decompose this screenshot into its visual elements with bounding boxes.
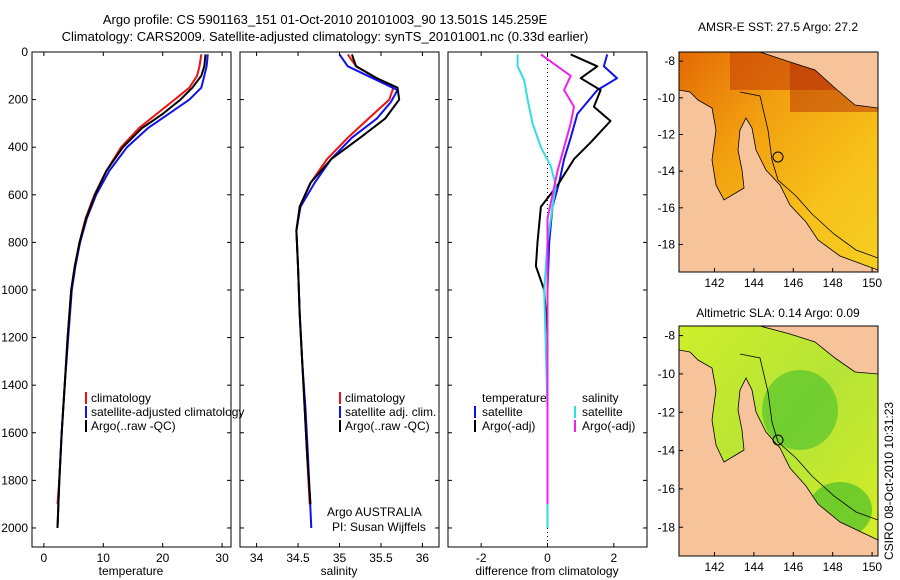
- map-y-tick-label: -8: [664, 54, 675, 68]
- sst-map-title: AMSR-E SST: 27.5 Argo: 27.2: [698, 20, 858, 34]
- sla-map: [679, 326, 878, 556]
- map-y-tick-label: -14: [658, 444, 676, 458]
- temperature-panel-frame: [31, 51, 232, 548]
- temperature-legend: climatology satellite-adjusted climatolo…: [85, 391, 244, 433]
- float-pi-label: PI: Susan Wijffels: [332, 520, 426, 534]
- figure-title-line1: Argo profile: CS 5901163_151 01-Oct-2010…: [102, 12, 548, 27]
- x-tick-label: 35.5: [369, 551, 393, 565]
- legend-label-temp-satellite: satellite: [482, 405, 523, 419]
- salinity-plot: 34 34.5 35 35.5 36: [240, 51, 439, 565]
- sla-contour: [739, 353, 878, 521]
- depth-tick-label: 0: [21, 45, 28, 59]
- map-x-tick-label: 146: [783, 560, 803, 574]
- map-y-tick-label: -18: [658, 520, 676, 534]
- x-tick-label: 34.5: [286, 551, 310, 565]
- map-y-tick-label: -10: [658, 367, 676, 381]
- sla-north-land: [759, 326, 878, 375]
- depth-tick-label: 400: [8, 140, 28, 154]
- series-line-argo-raw-qc-: [295, 54, 401, 505]
- map-x-tick-label: 150: [862, 560, 882, 574]
- map-x-tick-label: 148: [823, 560, 843, 574]
- map-y-tick-label: -16: [658, 201, 676, 215]
- legend-label-argo: Argo(..raw -QC): [345, 419, 430, 433]
- map-y-tick-label: -8: [664, 329, 675, 343]
- map-x-tick-label: 144: [744, 560, 764, 574]
- salinity-legend: climatology satellite adj. clim. Argo(..…: [327, 391, 436, 534]
- x-tick-label: 35: [333, 551, 347, 565]
- map-y-tick-label: -12: [658, 128, 676, 142]
- sst-landmass: [679, 89, 878, 272]
- map-x-tick-label: 148: [823, 276, 843, 290]
- sst-map-frame: [678, 51, 879, 273]
- depth-tick-label: 1800: [1, 473, 28, 487]
- sst-map-axes: 142 144 146 148 150 -8 -10 -12 -14 -16 -18: [658, 54, 883, 290]
- map-y-tick-label: -18: [658, 238, 676, 252]
- depth-tick-label: 2000: [1, 521, 28, 535]
- depth-tick-label: 600: [8, 188, 28, 202]
- legend-label-satellite: satellite-adjusted climatology: [91, 405, 244, 419]
- map-x-tick-label: 146: [783, 276, 803, 290]
- temperature-axis-label: temperature: [99, 564, 164, 578]
- map-x-tick-label: 150: [862, 276, 882, 290]
- legend-label-argo: Argo(..raw -QC): [91, 419, 176, 433]
- depth-tick-label: 1600: [1, 426, 28, 440]
- x-tick-label: 20: [156, 551, 170, 565]
- x-tick-label: 30: [215, 551, 229, 565]
- legend-label-satellite: satellite adj. clim.: [345, 405, 436, 419]
- difference-legend: temperature satellite Argo(-adj) salinit…: [474, 391, 635, 433]
- sla-map-axes: 142 144 146 148 150 -8 -10 -12 -14 -16 -18: [658, 329, 883, 574]
- sla-map-frame: [678, 325, 879, 557]
- x-tick-label: -2: [476, 551, 487, 565]
- temperature-plot: 0 200 400 600 800 1000 1200 1400 1600 1800 2000 0 10…: [1, 45, 231, 565]
- depth-tick-label: 1200: [1, 331, 28, 345]
- x-tick-label: 2: [610, 551, 617, 565]
- salinity-axis-label: salinity: [321, 564, 358, 578]
- sst-float-marker: [772, 151, 784, 163]
- legend-heading-salinity: salinity: [582, 391, 619, 405]
- sla-landmass: [679, 349, 878, 556]
- legend-label-sal-argo: Argo(-adj): [582, 419, 635, 433]
- figure-title-line2: Climatology: CARS2009. Satellite-adjuste…: [61, 29, 589, 44]
- difference-plot: -2 0 2: [448, 51, 647, 565]
- depth-tick-label: 800: [8, 235, 28, 249]
- series-line-argo-raw-qc-: [56, 54, 207, 529]
- float-program-label: Argo AUSTRALIA: [327, 505, 422, 519]
- map-y-tick-label: -10: [658, 91, 676, 105]
- sst-contour: [739, 91, 878, 259]
- legend-label-climatology: climatology: [91, 391, 151, 405]
- legend-label-temp-argo: Argo(-adj): [482, 419, 535, 433]
- map-x-tick-label: 142: [704, 560, 724, 574]
- map-x-tick-label: 144: [744, 276, 764, 290]
- sla-float-marker: [772, 434, 784, 446]
- x-tick-label: 34: [250, 551, 264, 565]
- salinity-panel-frame: [239, 51, 440, 548]
- x-tick-label: 0: [41, 551, 48, 565]
- x-tick-label: 0: [544, 551, 551, 565]
- depth-tick-label: 200: [8, 93, 28, 107]
- map-y-tick-label: -14: [658, 164, 676, 178]
- map-x-tick-label: 142: [704, 276, 724, 290]
- x-tick-label: 10: [97, 551, 111, 565]
- series-line-salinity-satellite: [516, 54, 557, 528]
- sst-north-land: [759, 52, 878, 109]
- map-y-tick-label: -12: [658, 405, 676, 419]
- sla-map-title: Altimetric SLA: 0.14 Argo: 0.09: [696, 306, 860, 320]
- credit-timestamp: CSIRO 08-Oct-2010 10:31:23: [882, 402, 896, 560]
- sst-map: [679, 52, 878, 272]
- sla-high-blob-north: [762, 370, 838, 450]
- x-tick-label: 36: [416, 551, 430, 565]
- legend-label-climatology: climatology: [345, 391, 405, 405]
- map-y-tick-label: -16: [658, 482, 676, 496]
- depth-tick-label: 1000: [1, 283, 28, 297]
- depth-tick-label: 1400: [1, 378, 28, 392]
- difference-axis-label: difference from climatology: [475, 564, 618, 578]
- legend-label-sal-satellite: satellite: [582, 405, 623, 419]
- legend-heading-temperature: temperature: [482, 391, 547, 405]
- series-line-salinity-argo-adj-: [540, 53, 575, 505]
